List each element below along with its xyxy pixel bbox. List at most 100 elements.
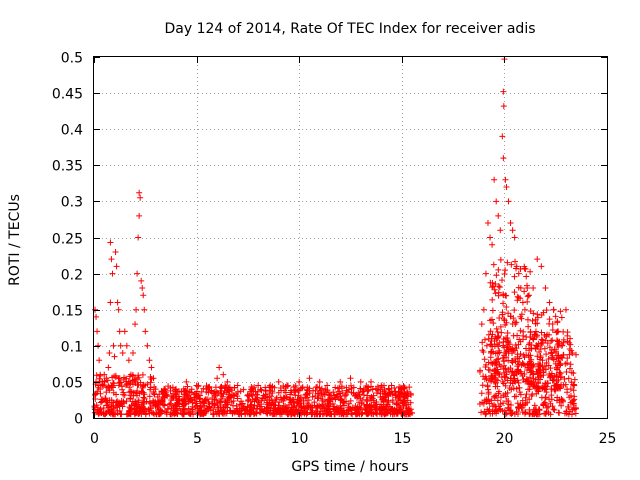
data-point: [109, 383, 116, 390]
data-point: [482, 364, 489, 371]
y-tick-label: 0: [74, 412, 83, 428]
data-point: [185, 405, 192, 412]
data-point: [172, 403, 179, 410]
data-point: [504, 337, 511, 344]
data-point: [242, 410, 249, 417]
data-point: [489, 374, 496, 381]
data-point: [108, 256, 115, 263]
data-point: [114, 299, 121, 306]
data-point: [532, 320, 539, 327]
data-point: [216, 364, 223, 371]
data-point: [530, 363, 537, 370]
data-point: [326, 392, 333, 399]
data-point: [503, 292, 510, 299]
data-point: [540, 309, 547, 316]
data-point: [220, 404, 227, 411]
data-point: [538, 336, 545, 343]
data-point: [571, 393, 578, 400]
data-point: [530, 336, 537, 343]
data-point: [530, 310, 537, 317]
data-point: [518, 315, 525, 322]
data-point: [392, 391, 399, 398]
data-point: [546, 370, 553, 377]
data-point: [549, 321, 556, 328]
data-point: [317, 411, 324, 418]
data-point: [278, 396, 285, 403]
data-point: [522, 399, 529, 406]
data-point: [141, 306, 148, 313]
data-point: [337, 378, 344, 385]
data-point: [494, 383, 501, 390]
data-point: [483, 342, 490, 349]
data-point: [564, 329, 571, 336]
data-point: [188, 396, 195, 403]
data-point: [245, 396, 252, 403]
data-point: [379, 395, 386, 402]
y-tick-label: 0.2: [61, 268, 83, 284]
data-point: [153, 411, 160, 418]
data-point: [570, 397, 577, 404]
data-point: [488, 378, 495, 385]
data-point: [339, 409, 346, 416]
data-point: [519, 299, 526, 306]
data-point: [113, 399, 120, 406]
data-point: [115, 306, 122, 313]
data-point: [533, 333, 540, 340]
data-point: [488, 373, 495, 380]
data-point: [96, 375, 103, 382]
data-point: [501, 374, 508, 381]
data-point: [120, 391, 127, 398]
data-point: [117, 342, 124, 349]
data-point: [162, 386, 169, 393]
y-axis-title: ROTI / TECUs: [7, 194, 23, 286]
data-point: [217, 403, 224, 410]
data-point: [155, 399, 162, 406]
data-point: [489, 410, 496, 417]
data-point: [567, 335, 574, 342]
data-point: [224, 378, 231, 385]
data-point: [208, 400, 215, 407]
data-point: [509, 227, 516, 234]
data-point: [487, 279, 494, 286]
data-point: [531, 402, 538, 409]
data-point: [517, 285, 524, 292]
data-point: [250, 406, 257, 413]
data-point: [514, 332, 521, 339]
data-point: [409, 410, 416, 417]
data-point: [493, 198, 500, 205]
data-point: [234, 382, 241, 389]
data-point: [497, 256, 504, 263]
data-point: [95, 409, 102, 416]
tick-labels: 0 0.05 0.1 0.15 0.2 0.25 0.3 0.35 0.4 0.45 0.5 0 5 10…: [52, 51, 617, 448]
data-point: [306, 387, 313, 394]
data-point: [536, 349, 543, 356]
data-point: [490, 261, 497, 268]
data-point: [96, 357, 103, 364]
data-point: [100, 382, 107, 389]
data-point: [557, 370, 564, 377]
data-point: [282, 383, 289, 390]
data-point: [224, 387, 231, 394]
data-point: [374, 411, 381, 418]
data-point: [508, 410, 515, 417]
data-point: [141, 395, 148, 402]
data-point: [239, 405, 246, 412]
data-point: [317, 403, 324, 410]
data-point: [101, 371, 108, 378]
data-point: [212, 393, 219, 400]
data-point: [234, 395, 241, 402]
data-point: [534, 256, 541, 263]
data-point: [378, 382, 385, 389]
data-point: [497, 227, 504, 234]
data-point: [94, 388, 101, 395]
data-point: [290, 403, 297, 410]
data-point: [526, 292, 533, 299]
data-point: [200, 385, 207, 392]
data-point: [359, 410, 366, 417]
data-point: [542, 285, 549, 292]
data-point: [523, 273, 530, 280]
data-point: [501, 316, 508, 322]
data-point: [127, 371, 134, 378]
data-point: [113, 263, 120, 270]
data-point: [505, 401, 512, 408]
